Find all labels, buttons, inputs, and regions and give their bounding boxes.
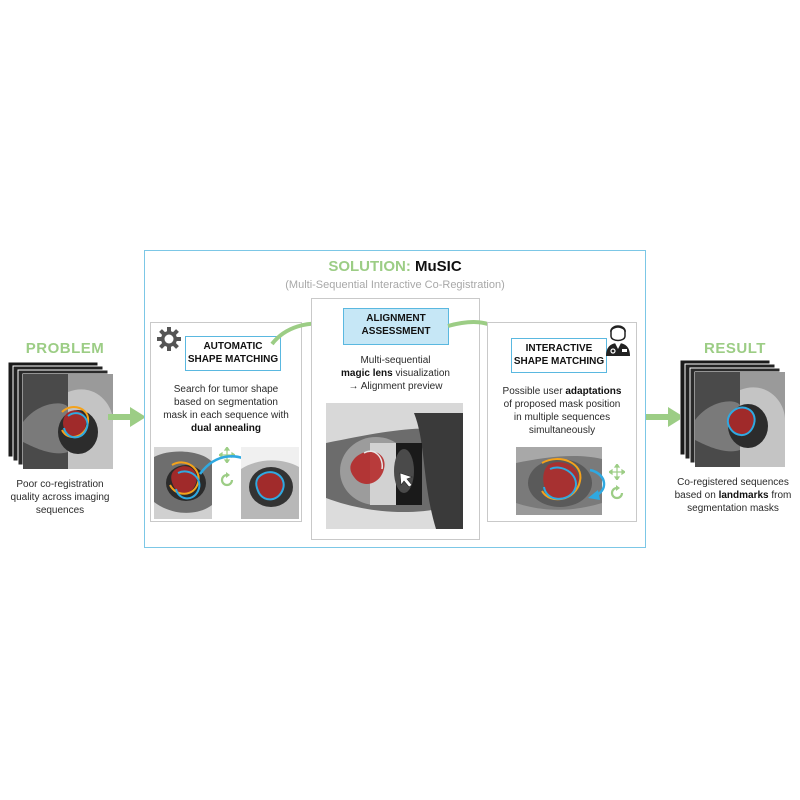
alignment-label-line: ASSESSMENT <box>361 326 431 337</box>
automatic-desc-line: based on segmentation <box>174 397 278 408</box>
arrow-problem-to-solution <box>108 405 148 429</box>
alignment-label: ALIGNMENT ASSESSMENT <box>343 308 449 345</box>
automatic-label-line: SHAPE MATCHING <box>187 354 279 365</box>
rotate-icon <box>219 472 235 488</box>
problem-caption: Poor co-registration quality across imag… <box>0 478 120 517</box>
alignment-description: Multi-sequential magic lens visualizatio… <box>311 354 480 393</box>
alignment-label-line: ALIGNMENT <box>366 313 426 324</box>
automatic-desc-line: mask in each sequence with <box>163 410 289 421</box>
result-caption-bold: landmarks <box>718 490 769 501</box>
interactive-desc-line: of proposed mask position <box>503 399 621 410</box>
result-caption-plain: based on <box>674 490 719 501</box>
interactive-description: Possible user adaptations of proposed ma… <box>487 385 637 437</box>
magic-lens-image <box>326 403 463 529</box>
automatic-after-image <box>241 447 299 519</box>
automatic-description: Search for tumor shape based on segmenta… <box>150 383 302 435</box>
problem-caption-line: quality across imaging <box>10 492 110 503</box>
automatic-label: AUTOMATIC SHAPE MATCHING <box>185 336 281 371</box>
result-caption-line: Co-registered sequences <box>677 477 789 488</box>
problem-caption-line: sequences <box>35 505 85 516</box>
interactive-rotate-arrow <box>584 466 612 502</box>
result-caption-line: segmentation masks <box>687 503 779 514</box>
interactive-label-line: SHAPE MATCHING <box>513 356 605 367</box>
alignment-desc-plain: visualization <box>392 368 450 379</box>
interactive-desc-plain: Possible user <box>502 386 566 397</box>
alignment-desc-line: Multi-sequential <box>360 355 431 366</box>
automatic-label-line: AUTOMATIC <box>203 341 263 352</box>
result-caption-end: from <box>768 490 792 501</box>
problem-caption-line: Poor co-registration <box>16 479 104 490</box>
result-caption: Co-registered sequences based on landmar… <box>666 476 800 515</box>
interactive-desc-line: simultaneously <box>528 425 596 436</box>
solution-subtitle: (Multi-Sequential Interactive Co-Registr… <box>285 279 505 291</box>
solution-title-prefix: SOLUTION: <box>328 258 411 275</box>
result-image-stack <box>680 360 792 472</box>
interactive-label-line: INTERACTIVE <box>525 343 593 354</box>
doctor-icon <box>604 322 632 356</box>
alignment-desc-bold: magic lens <box>341 368 393 379</box>
problem-heading: PROBLEM <box>25 340 105 357</box>
automatic-before-image <box>154 447 212 519</box>
automatic-desc-bold: dual annealing <box>190 423 261 434</box>
interactive-desc-line: in multiple sequences <box>513 412 611 423</box>
interactive-label: INTERACTIVE SHAPE MATCHING <box>511 338 607 373</box>
problem-image-stack <box>8 362 120 474</box>
solution-title-name: MuSIC <box>415 258 462 275</box>
interactive-image <box>516 447 602 515</box>
gear-icon <box>156 326 182 352</box>
rotate-icon <box>609 485 625 501</box>
automatic-desc-line: Search for tumor shape <box>173 384 279 395</box>
move-icon <box>609 464 625 480</box>
interactive-desc-bold: adaptations <box>565 386 622 397</box>
result-heading: RESULT <box>704 340 766 357</box>
arrow-solution-to-result <box>646 405 686 429</box>
solution-title: SOLUTION: MuSIC <box>144 258 646 275</box>
alignment-desc-line: → Alignment preview <box>348 381 443 392</box>
